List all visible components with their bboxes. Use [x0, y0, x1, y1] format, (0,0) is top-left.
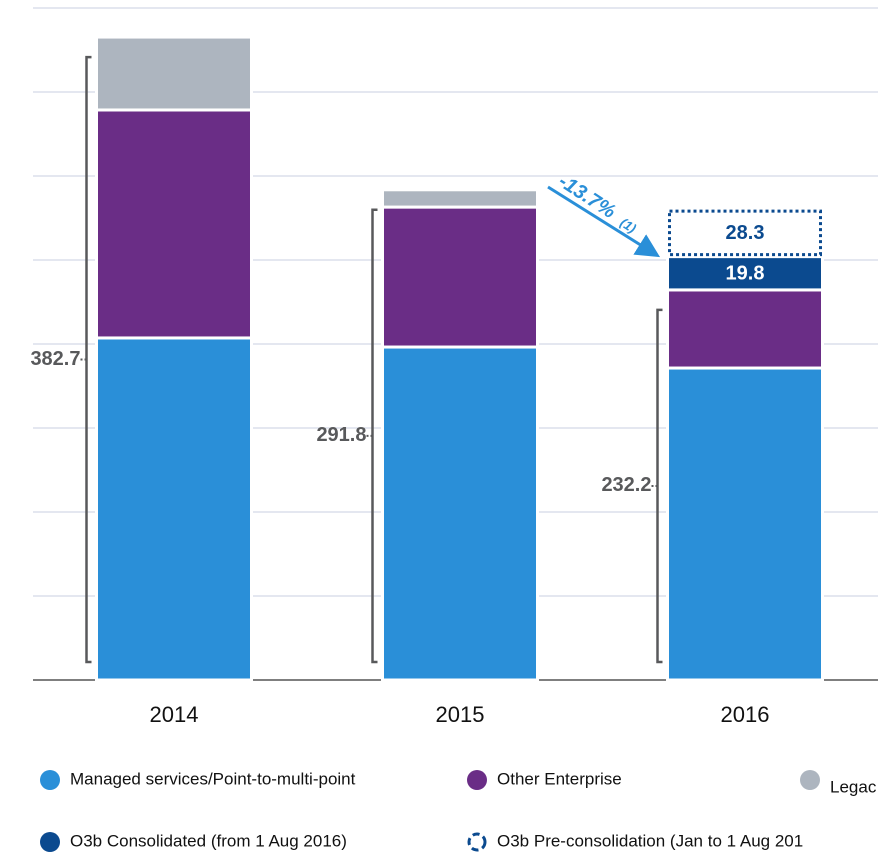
- bar-segment: [95, 336, 253, 682]
- total-bracket: [85, 55, 92, 664]
- legend-label: Legac: [830, 777, 877, 796]
- annotation: -13.7%(1): [554, 170, 639, 236]
- legend-marker: [40, 832, 60, 852]
- bar-segment: [666, 288, 824, 370]
- legend-label: O3b Pre-consolidation (Jan to 1 Aug 201: [497, 831, 803, 850]
- total-label: 291.8: [316, 424, 366, 446]
- data-label: 28.3: [726, 222, 765, 244]
- legend-marker: [467, 832, 487, 852]
- x-tick-label: 2014: [150, 702, 199, 727]
- legend-marker: [800, 770, 820, 790]
- total-bracket: [656, 308, 663, 664]
- bar-segment: [381, 205, 539, 349]
- total-label: 232.2: [601, 474, 651, 496]
- bar-segment: [95, 35, 253, 112]
- bar-segment: [666, 255, 824, 292]
- x-tick-label: 2016: [721, 702, 770, 727]
- legend-marker: [40, 770, 60, 790]
- total-bracket: [371, 208, 378, 664]
- legend-label: Other Enterprise: [497, 769, 622, 788]
- bar-segment: [381, 345, 539, 682]
- data-label: 19.8: [726, 263, 765, 285]
- total-label: 382.7: [30, 348, 80, 370]
- x-tick-label: 2015: [436, 702, 485, 727]
- legend-marker: [467, 770, 487, 790]
- bar-segment: [381, 188, 539, 209]
- bar-segment: [666, 366, 824, 682]
- bar-segment: [668, 209, 822, 257]
- legend-label: O3b Consolidated (from 1 Aug 2016): [70, 831, 347, 850]
- annotation-arrow: [547, 185, 661, 258]
- legend-label: Managed services/Point-to-multi-point: [70, 769, 356, 788]
- bar-segment: [95, 108, 253, 340]
- annotation-note: (1): [617, 215, 638, 236]
